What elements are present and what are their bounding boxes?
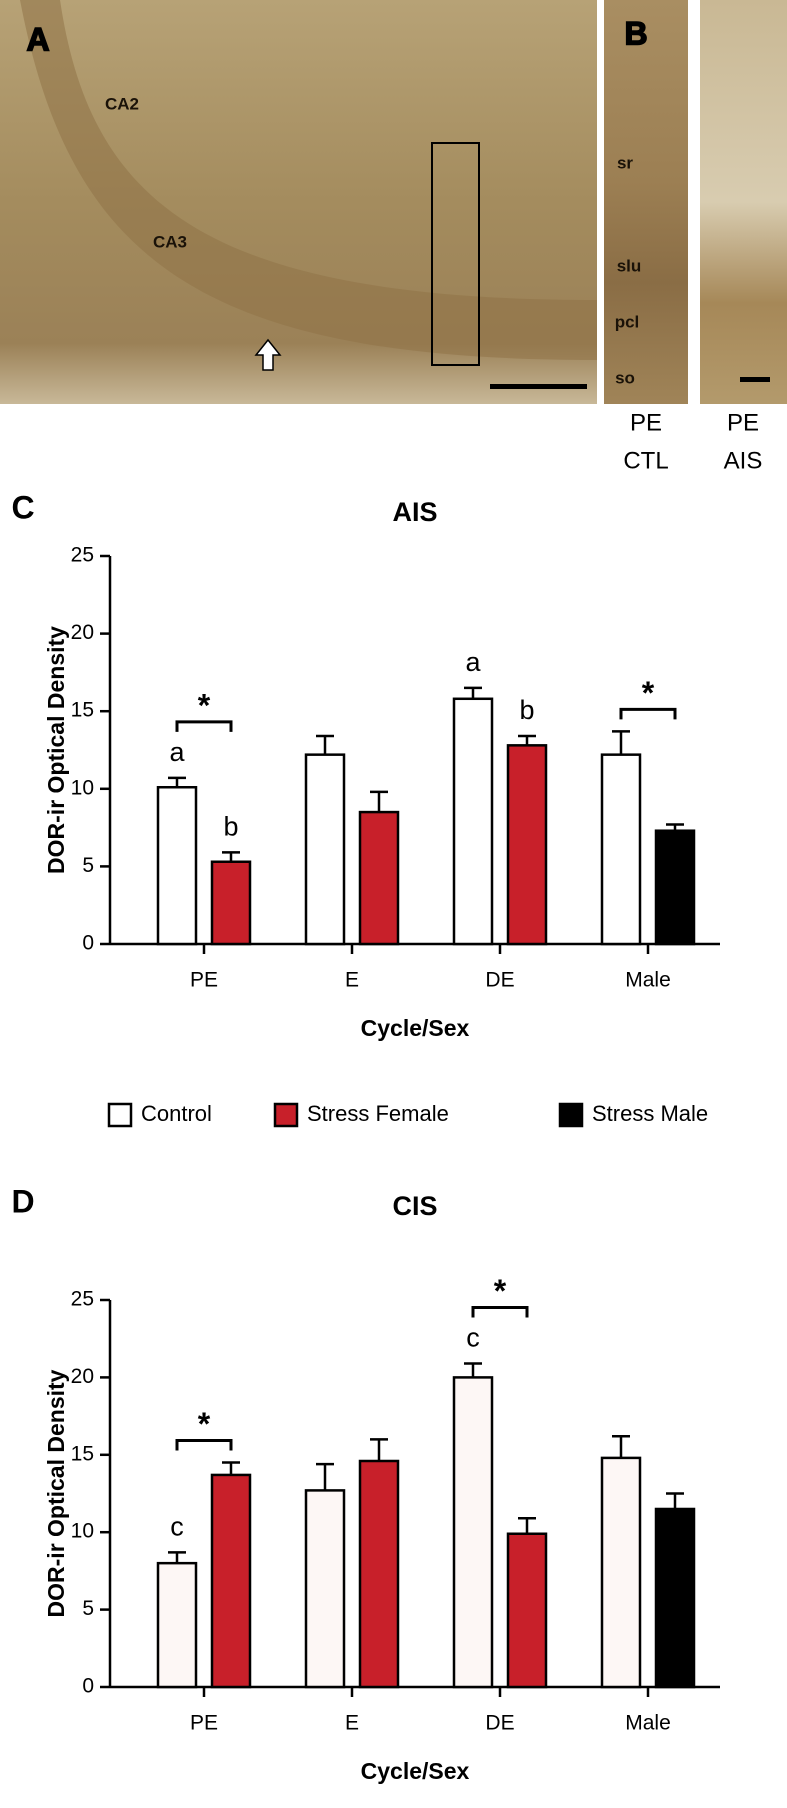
y-tick-label: 10 — [71, 776, 94, 799]
legend-label: Stress Male — [592, 1101, 708, 1126]
x-tick-label: DE — [485, 1712, 514, 1735]
y-axis-title: DOR-ir Optical Density — [43, 626, 69, 874]
x-tick-label: PE — [190, 969, 218, 992]
bar — [358, 1459, 400, 1689]
x-tick-label: DE — [485, 969, 514, 992]
significance-star: * — [198, 1406, 211, 1442]
layer-label: sr — [617, 153, 633, 172]
region-label: CA2 — [105, 94, 139, 113]
y-tick-label: 5 — [82, 1597, 94, 1620]
bar — [156, 785, 198, 946]
bar — [452, 697, 494, 946]
y-tick-label: 10 — [71, 1520, 94, 1543]
region-label: CA3 — [153, 232, 187, 251]
bar — [654, 1507, 696, 1689]
y-tick-label: 0 — [82, 1675, 94, 1698]
bar-annotation: c — [466, 1323, 480, 1353]
bar — [210, 1473, 252, 1689]
y-tick-label: 15 — [71, 1442, 94, 1465]
bar-annotation: b — [223, 812, 238, 842]
significance-star: * — [198, 687, 211, 723]
panel-label: A — [26, 21, 49, 57]
y-axis-title: DOR-ir Optical Density — [43, 1369, 69, 1617]
significance-star: * — [494, 1273, 507, 1309]
caption: AIS — [724, 447, 763, 474]
bar — [304, 753, 346, 946]
panel-label: D — [11, 1183, 34, 1219]
legend-swatch — [558, 1102, 584, 1128]
y-tick-label: 20 — [71, 1365, 94, 1388]
significance-bracket — [619, 707, 677, 720]
bar-annotation: c — [170, 1511, 184, 1541]
bar — [506, 1532, 548, 1689]
legend-swatch — [273, 1102, 299, 1128]
bar — [600, 753, 642, 946]
legend-swatch — [107, 1102, 133, 1128]
y-tick-label: 25 — [71, 544, 94, 567]
x-tick-label: E — [345, 1712, 359, 1735]
y-tick-label: 20 — [71, 621, 94, 644]
layer-label: slu — [617, 256, 642, 275]
x-tick-label: Male — [625, 1712, 671, 1735]
significance-bracket — [175, 720, 233, 732]
chart-title: CIS — [392, 1191, 437, 1221]
significance-bracket — [175, 1439, 233, 1451]
caption: PE — [727, 409, 759, 436]
bar — [210, 860, 252, 946]
panel-label: B — [624, 15, 647, 51]
bar-annotation: b — [519, 695, 534, 725]
y-tick-label: 5 — [82, 854, 94, 877]
micrograph-b: B sr slu pcl so PE CTL PE AIS — [604, 0, 787, 474]
layer-label: pcl — [615, 312, 640, 331]
y-tick-label: 15 — [71, 699, 94, 722]
x-axis-title: Cycle/Sex — [361, 1758, 470, 1784]
bar — [358, 810, 400, 946]
bar — [600, 1456, 642, 1689]
micrograph-a: A CA2 CA3 — [0, 0, 597, 404]
bar — [452, 1376, 494, 1689]
legend-label: Stress Female — [307, 1101, 449, 1126]
layer-label: so — [615, 368, 635, 387]
bar-annotation: a — [169, 737, 185, 767]
bar — [654, 829, 696, 946]
x-tick-label: E — [345, 969, 359, 992]
significance-star: * — [642, 675, 655, 711]
legend-label: Control — [141, 1101, 212, 1126]
caption: CTL — [623, 447, 668, 474]
y-tick-label: 0 — [82, 932, 94, 955]
x-tick-label: Male — [625, 969, 671, 992]
caption: PE — [630, 409, 662, 436]
bar-annotation: a — [465, 647, 481, 677]
bar — [506, 744, 548, 946]
bar — [304, 1489, 346, 1689]
y-tick-label: 25 — [71, 1288, 94, 1311]
x-axis-title: Cycle/Sex — [361, 1015, 470, 1041]
x-tick-label: PE — [190, 1712, 218, 1735]
significance-bracket — [471, 1305, 529, 1318]
chart-title: AIS — [392, 497, 437, 527]
panel-label: C — [11, 489, 34, 525]
bar — [156, 1561, 198, 1689]
